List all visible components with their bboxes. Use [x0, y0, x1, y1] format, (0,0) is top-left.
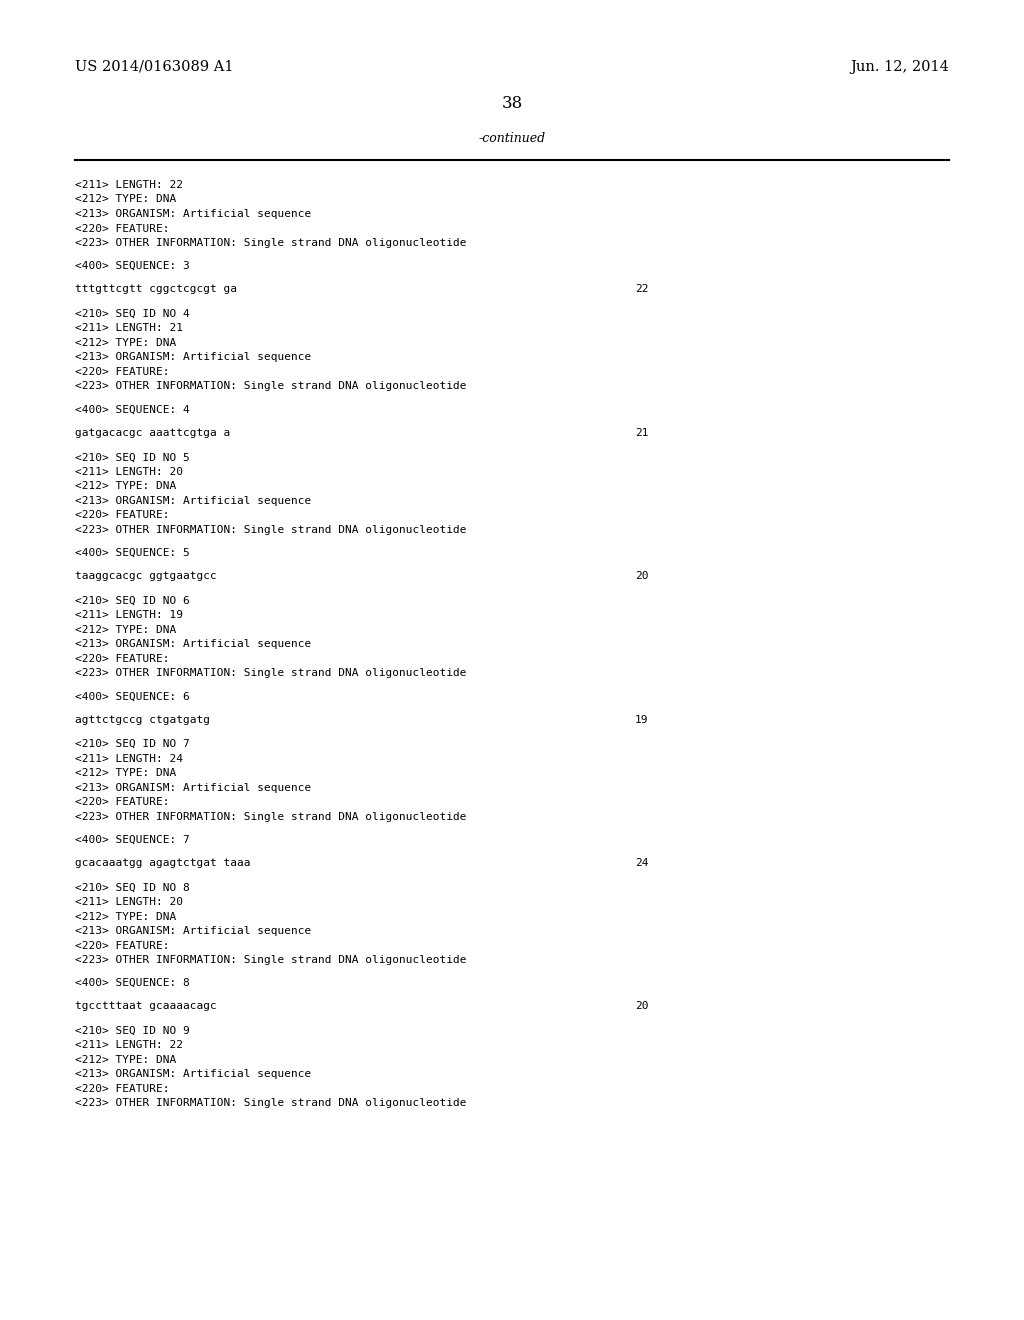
- Text: <223> OTHER INFORMATION: Single strand DNA oligonucleotide: <223> OTHER INFORMATION: Single strand D…: [75, 525, 467, 535]
- Text: 24: 24: [635, 858, 648, 869]
- Text: gatgacacgc aaattcgtga a: gatgacacgc aaattcgtga a: [75, 428, 230, 438]
- Text: <211> LENGTH: 22: <211> LENGTH: 22: [75, 1040, 183, 1051]
- Text: <213> ORGANISM: Artificial sequence: <213> ORGANISM: Artificial sequence: [75, 209, 311, 219]
- Text: <223> OTHER INFORMATION: Single strand DNA oligonucleotide: <223> OTHER INFORMATION: Single strand D…: [75, 1098, 467, 1109]
- Text: <220> FEATURE:: <220> FEATURE:: [75, 1084, 170, 1094]
- Text: <220> FEATURE:: <220> FEATURE:: [75, 797, 170, 807]
- Text: <212> TYPE: DNA: <212> TYPE: DNA: [75, 768, 176, 777]
- Text: <213> ORGANISM: Artificial sequence: <213> ORGANISM: Artificial sequence: [75, 927, 311, 936]
- Text: <220> FEATURE:: <220> FEATURE:: [75, 653, 170, 664]
- Text: <213> ORGANISM: Artificial sequence: <213> ORGANISM: Artificial sequence: [75, 639, 311, 649]
- Text: 38: 38: [502, 95, 522, 112]
- Text: <213> ORGANISM: Artificial sequence: <213> ORGANISM: Artificial sequence: [75, 352, 311, 363]
- Text: <223> OTHER INFORMATION: Single strand DNA oligonucleotide: <223> OTHER INFORMATION: Single strand D…: [75, 238, 467, 248]
- Text: <400> SEQUENCE: 3: <400> SEQUENCE: 3: [75, 261, 189, 271]
- Text: <210> SEQ ID NO 5: <210> SEQ ID NO 5: [75, 453, 189, 462]
- Text: <400> SEQUENCE: 7: <400> SEQUENCE: 7: [75, 834, 189, 845]
- Text: <211> LENGTH: 19: <211> LENGTH: 19: [75, 610, 183, 620]
- Text: <211> LENGTH: 20: <211> LENGTH: 20: [75, 467, 183, 477]
- Text: 22: 22: [635, 284, 648, 294]
- Text: <210> SEQ ID NO 4: <210> SEQ ID NO 4: [75, 309, 189, 319]
- Text: <212> TYPE: DNA: <212> TYPE: DNA: [75, 194, 176, 205]
- Text: <223> OTHER INFORMATION: Single strand DNA oligonucleotide: <223> OTHER INFORMATION: Single strand D…: [75, 668, 467, 678]
- Text: <211> LENGTH: 21: <211> LENGTH: 21: [75, 323, 183, 334]
- Text: <211> LENGTH: 24: <211> LENGTH: 24: [75, 754, 183, 763]
- Text: <220> FEATURE:: <220> FEATURE:: [75, 941, 170, 950]
- Text: <210> SEQ ID NO 8: <210> SEQ ID NO 8: [75, 883, 189, 892]
- Text: tttgttcgtt cggctcgcgt ga: tttgttcgtt cggctcgcgt ga: [75, 284, 237, 294]
- Text: <213> ORGANISM: Artificial sequence: <213> ORGANISM: Artificial sequence: [75, 1069, 311, 1080]
- Text: Jun. 12, 2014: Jun. 12, 2014: [850, 59, 949, 74]
- Text: <210> SEQ ID NO 6: <210> SEQ ID NO 6: [75, 595, 189, 606]
- Text: <213> ORGANISM: Artificial sequence: <213> ORGANISM: Artificial sequence: [75, 783, 311, 792]
- Text: 19: 19: [635, 714, 648, 725]
- Text: <400> SEQUENCE: 5: <400> SEQUENCE: 5: [75, 548, 189, 558]
- Text: <212> TYPE: DNA: <212> TYPE: DNA: [75, 624, 176, 635]
- Text: <211> LENGTH: 20: <211> LENGTH: 20: [75, 898, 183, 907]
- Text: <400> SEQUENCE: 6: <400> SEQUENCE: 6: [75, 692, 189, 701]
- Text: <220> FEATURE:: <220> FEATURE:: [75, 511, 170, 520]
- Text: 20: 20: [635, 572, 648, 581]
- Text: <211> LENGTH: 22: <211> LENGTH: 22: [75, 180, 183, 190]
- Text: <220> FEATURE:: <220> FEATURE:: [75, 223, 170, 234]
- Text: -continued: -continued: [478, 132, 546, 145]
- Text: <212> TYPE: DNA: <212> TYPE: DNA: [75, 912, 176, 921]
- Text: <210> SEQ ID NO 9: <210> SEQ ID NO 9: [75, 1026, 189, 1036]
- Text: taaggcacgc ggtgaatgcc: taaggcacgc ggtgaatgcc: [75, 572, 217, 581]
- Text: tgcctttaat gcaaaacagc: tgcctttaat gcaaaacagc: [75, 1002, 217, 1011]
- Text: <212> TYPE: DNA: <212> TYPE: DNA: [75, 338, 176, 348]
- Text: agttctgccg ctgatgatg: agttctgccg ctgatgatg: [75, 714, 210, 725]
- Text: <212> TYPE: DNA: <212> TYPE: DNA: [75, 1055, 176, 1065]
- Text: <213> ORGANISM: Artificial sequence: <213> ORGANISM: Artificial sequence: [75, 496, 311, 506]
- Text: <220> FEATURE:: <220> FEATURE:: [75, 367, 170, 378]
- Text: <400> SEQUENCE: 8: <400> SEQUENCE: 8: [75, 978, 189, 989]
- Text: <400> SEQUENCE: 4: <400> SEQUENCE: 4: [75, 405, 189, 414]
- Text: <223> OTHER INFORMATION: Single strand DNA oligonucleotide: <223> OTHER INFORMATION: Single strand D…: [75, 954, 467, 965]
- Text: <212> TYPE: DNA: <212> TYPE: DNA: [75, 482, 176, 491]
- Text: gcacaaatgg agagtctgat taaa: gcacaaatgg agagtctgat taaa: [75, 858, 251, 869]
- Text: <210> SEQ ID NO 7: <210> SEQ ID NO 7: [75, 739, 189, 750]
- Text: 21: 21: [635, 428, 648, 438]
- Text: <223> OTHER INFORMATION: Single strand DNA oligonucleotide: <223> OTHER INFORMATION: Single strand D…: [75, 812, 467, 821]
- Text: <223> OTHER INFORMATION: Single strand DNA oligonucleotide: <223> OTHER INFORMATION: Single strand D…: [75, 381, 467, 392]
- Text: 20: 20: [635, 1002, 648, 1011]
- Text: US 2014/0163089 A1: US 2014/0163089 A1: [75, 59, 233, 74]
